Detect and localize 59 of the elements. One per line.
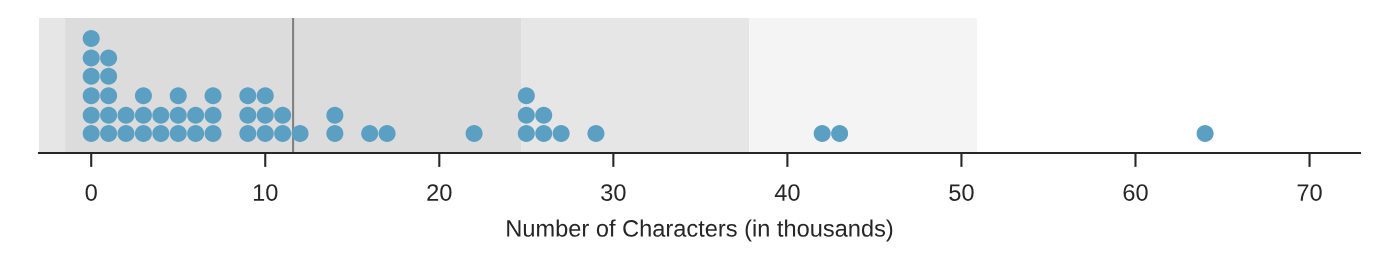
x-tick-label: 0 bbox=[85, 184, 97, 201]
x-tick-label: 20 bbox=[427, 184, 452, 201]
point bbox=[82, 67, 100, 85]
x-tick-label: 40 bbox=[774, 184, 800, 201]
point bbox=[517, 87, 535, 105]
x-tick-label: 30 bbox=[601, 184, 626, 201]
point bbox=[100, 67, 118, 85]
point bbox=[361, 125, 379, 143]
point bbox=[204, 87, 222, 105]
point bbox=[1196, 125, 1214, 143]
point bbox=[204, 125, 222, 143]
point bbox=[239, 125, 257, 143]
point bbox=[535, 125, 553, 143]
point bbox=[291, 125, 309, 143]
point bbox=[187, 106, 205, 124]
point bbox=[100, 106, 118, 124]
point bbox=[552, 125, 570, 143]
point bbox=[517, 125, 535, 143]
point bbox=[204, 106, 222, 124]
point bbox=[326, 106, 344, 124]
point bbox=[169, 87, 187, 105]
point bbox=[169, 125, 187, 143]
point bbox=[256, 106, 274, 124]
point bbox=[134, 106, 152, 124]
point bbox=[587, 125, 605, 143]
point bbox=[274, 106, 292, 124]
point bbox=[100, 87, 118, 105]
point bbox=[187, 125, 205, 143]
point bbox=[82, 106, 100, 124]
point bbox=[100, 49, 118, 67]
point bbox=[169, 106, 187, 124]
x-tick-label: 60 bbox=[1123, 184, 1148, 201]
x-tick-label: 50 bbox=[949, 184, 974, 201]
point bbox=[239, 87, 257, 105]
point bbox=[134, 87, 152, 105]
point bbox=[82, 49, 100, 67]
point bbox=[813, 125, 831, 143]
point bbox=[831, 125, 849, 143]
point bbox=[256, 125, 274, 143]
point bbox=[82, 30, 100, 48]
point bbox=[117, 125, 135, 143]
x-tick-label: 70 bbox=[1297, 184, 1322, 201]
point bbox=[117, 106, 135, 124]
point bbox=[82, 87, 100, 105]
point bbox=[82, 125, 100, 143]
point bbox=[152, 106, 170, 124]
point bbox=[465, 125, 483, 143]
point bbox=[378, 125, 396, 143]
point bbox=[256, 87, 274, 105]
point bbox=[100, 125, 118, 143]
x-tick-label: 10 bbox=[253, 184, 278, 201]
point bbox=[239, 106, 257, 124]
x-axis-title: Number of Characters (in thousands) bbox=[507, 219, 893, 242]
point bbox=[535, 106, 553, 124]
point bbox=[134, 125, 152, 143]
point bbox=[274, 125, 292, 143]
point bbox=[152, 125, 170, 143]
point bbox=[517, 106, 535, 124]
point bbox=[326, 125, 344, 143]
